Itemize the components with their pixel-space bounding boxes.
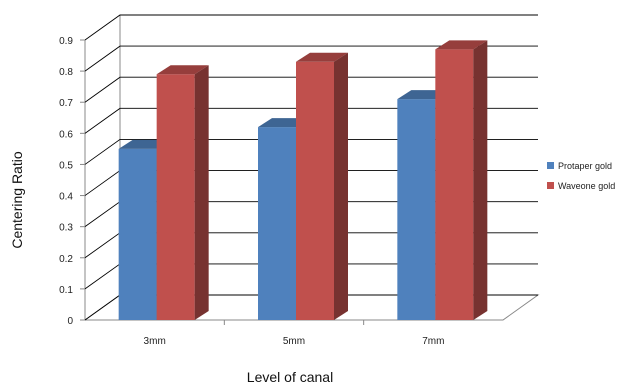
bar-top [435, 40, 488, 50]
x-category-label: 3mm [144, 336, 166, 347]
y-axis-title: Centering Ratio [9, 151, 25, 248]
legend-swatch [547, 182, 554, 189]
legend-label: Waveone gold [558, 181, 615, 191]
y-tick-label: 0.6 [59, 129, 73, 140]
y-tick-label: 0.4 [59, 192, 73, 203]
legend-item: Protaper gold [547, 161, 612, 171]
bar-front [118, 148, 157, 320]
legend-swatch [547, 162, 554, 169]
bar-waveone-gold-3mm [156, 65, 209, 320]
bar-side [473, 40, 488, 320]
bar-front [397, 99, 436, 320]
bar-front [435, 49, 474, 320]
x-axis-categories: 3mm 5mm 7mm [144, 320, 444, 347]
y-tick-label: 0.9 [59, 36, 73, 47]
gridline [84, 76, 538, 103]
x-category-label: 5mm [283, 336, 305, 347]
y-tick-label: 0.8 [59, 67, 73, 78]
legend-label: Protaper gold [558, 161, 612, 171]
bar-front [296, 61, 334, 321]
bar-waveone-gold-7mm [435, 40, 488, 320]
bar-front [156, 74, 195, 320]
y-tick-label: 0.3 [59, 223, 73, 234]
x-category-label: 7mm [422, 336, 444, 347]
y-tick-label: 0.1 [59, 285, 73, 296]
y-tick-label: 0 [67, 316, 73, 327]
legend-item: Waveone gold [547, 181, 615, 191]
y-tick-label: 0.2 [59, 254, 73, 265]
gridline [84, 45, 538, 72]
bar-front [258, 127, 296, 320]
bar-top [296, 52, 348, 62]
gridline [84, 14, 538, 41]
bar-side [334, 52, 348, 321]
y-axis-ticks: 0 0.1 0.2 0.3 0.4 0.5 0.6 0.7 0.8 0.9 [59, 36, 85, 327]
bar-waveone-gold-5mm [296, 52, 348, 321]
bar-top [156, 65, 209, 75]
x-axis-title: Level of canal [247, 369, 333, 385]
legend: Protaper gold Waveone gold [547, 161, 615, 191]
y-tick-label: 0.5 [59, 160, 73, 171]
bar-side [194, 65, 209, 320]
y-tick-label: 0.7 [59, 98, 73, 109]
bars [118, 40, 488, 321]
